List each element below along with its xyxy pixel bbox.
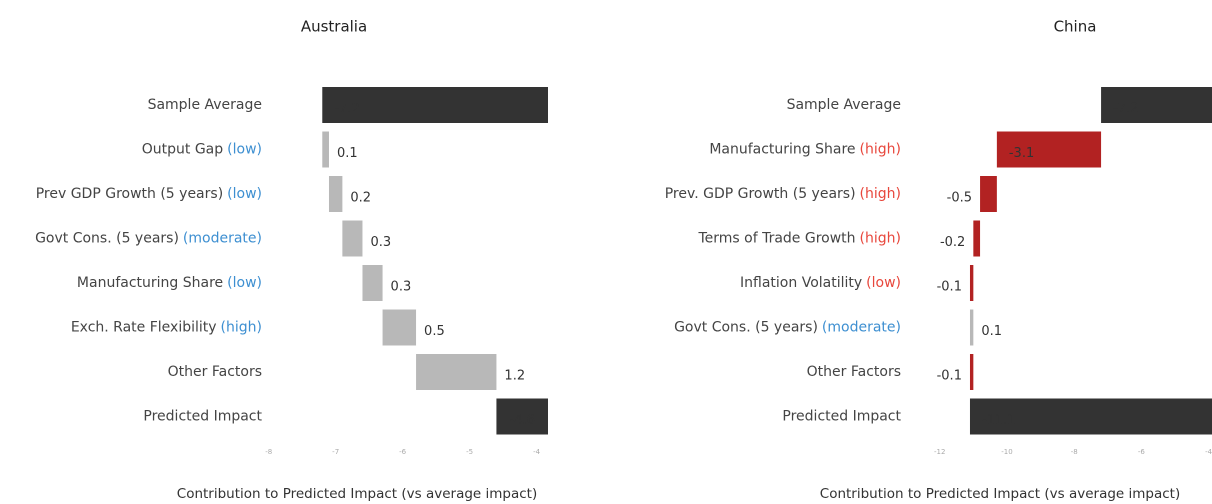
category-qualifier: (moderate): [822, 320, 901, 336]
value-label: 0.3: [370, 235, 391, 250]
category-qualifier: (low): [227, 275, 262, 291]
value-label: -0.2: [940, 235, 965, 250]
x-tick-label: -4: [533, 448, 541, 456]
x-tick-label: -8: [265, 448, 272, 456]
bar: [1101, 87, 1212, 123]
category-name: Prev GDP Growth (5 years): [36, 186, 223, 202]
bar: [416, 354, 497, 390]
value-label: -7.2: [334, 102, 359, 117]
category-label: Predicted Impact: [143, 409, 262, 425]
x-tick-label: -12: [934, 448, 945, 456]
category-label: Sample Average: [148, 97, 262, 113]
value-label: -0.1: [937, 369, 962, 384]
category-name: Other Factors: [168, 364, 262, 380]
x-tick-label: -10: [1001, 448, 1012, 456]
bar: [322, 87, 548, 123]
category-label: Prev GDP Growth (5 years) (low): [36, 186, 262, 202]
value-label: 0.3: [391, 280, 412, 295]
category-label: Govt Cons. (5 years) (moderate): [35, 231, 262, 247]
bar: [362, 265, 383, 301]
category-name: Exch. Rate Flexibility: [71, 320, 217, 336]
bar: [973, 220, 981, 257]
category-label: Manufacturing Share (high): [709, 142, 901, 158]
bar: [496, 398, 548, 435]
value-label: 0.2: [350, 191, 371, 206]
category-label: Terms of Trade Growth (high): [697, 231, 901, 247]
bar: [996, 131, 1102, 168]
category-name: Manufacturing Share: [77, 275, 223, 291]
category-name: Sample Average: [787, 97, 901, 113]
category-name: Predicted Impact: [782, 409, 901, 425]
category-qualifier: (high): [860, 231, 901, 247]
value-label: -11.1: [982, 413, 1016, 428]
category-label: Exch. Rate Flexibility (high): [71, 320, 262, 336]
bar: [382, 309, 417, 346]
value-label: 0.1: [337, 146, 358, 161]
x-tick-label: -4: [1205, 448, 1212, 456]
category-name: Predicted Impact: [143, 409, 262, 425]
category-name: Manufacturing Share: [709, 142, 855, 158]
category-label: Predicted Impact: [782, 409, 901, 425]
value-label: 0.1: [981, 324, 1002, 339]
category-label: Other Factors: [807, 364, 901, 380]
category-name: Sample Average: [148, 97, 262, 113]
category-name: Terms of Trade Growth: [697, 231, 855, 247]
category-name: Output Gap: [142, 142, 224, 158]
x-tick-label: -7: [332, 448, 339, 456]
bar: [322, 131, 329, 168]
bar: [328, 176, 343, 212]
category-qualifier: (high): [221, 320, 262, 336]
category-qualifier: (high): [860, 186, 901, 202]
category-label: Other Factors: [168, 364, 262, 380]
category-qualifier: (low): [227, 186, 262, 202]
category-label: Govt Cons. (5 years) (moderate): [674, 320, 901, 336]
x-tick-label: -6: [399, 448, 407, 456]
category-qualifier: (high): [860, 142, 901, 158]
category-name: Inflation Volatility: [740, 275, 862, 291]
category-name: Prev. GDP Growth (5 years): [665, 186, 856, 202]
x-tick-label: -6: [1138, 448, 1146, 456]
chart-title: China: [1054, 18, 1097, 36]
x-tick-label: -5: [466, 448, 473, 456]
value-label: -0.5: [947, 191, 972, 206]
chart-title: Australia: [301, 18, 367, 36]
value-label: 0.5: [424, 324, 445, 339]
bar: [969, 309, 974, 346]
category-label: Sample Average: [787, 97, 901, 113]
category-qualifier: (moderate): [183, 231, 262, 247]
category-label: Inflation Volatility (low): [740, 275, 901, 291]
category-label: Prev. GDP Growth (5 years) (high): [665, 186, 901, 202]
bar: [980, 176, 997, 212]
bar: [342, 220, 363, 257]
value-label: -4.6: [510, 413, 535, 428]
x-tick-label: -8: [1071, 448, 1078, 456]
category-label: Output Gap (low): [142, 142, 262, 158]
bar: [969, 265, 974, 301]
category-name: Govt Cons. (5 years): [35, 231, 179, 247]
category-name: Govt Cons. (5 years): [674, 320, 818, 336]
category-qualifier: (low): [227, 142, 262, 158]
category-label: Manufacturing Share (low): [77, 275, 262, 291]
value-label: -7.2: [1113, 102, 1138, 117]
bar: [969, 398, 1212, 435]
value-label: -0.1: [937, 280, 962, 295]
x-axis-label: Contribution to Predicted Impact (vs ave…: [820, 486, 1180, 502]
bar: [969, 354, 974, 390]
value-label: 1.2: [504, 369, 525, 384]
category-name: Other Factors: [807, 364, 901, 380]
x-axis-label: Contribution to Predicted Impact (vs ave…: [177, 486, 537, 502]
value-label: -3.1: [1009, 146, 1034, 161]
category-qualifier: (low): [866, 275, 901, 291]
